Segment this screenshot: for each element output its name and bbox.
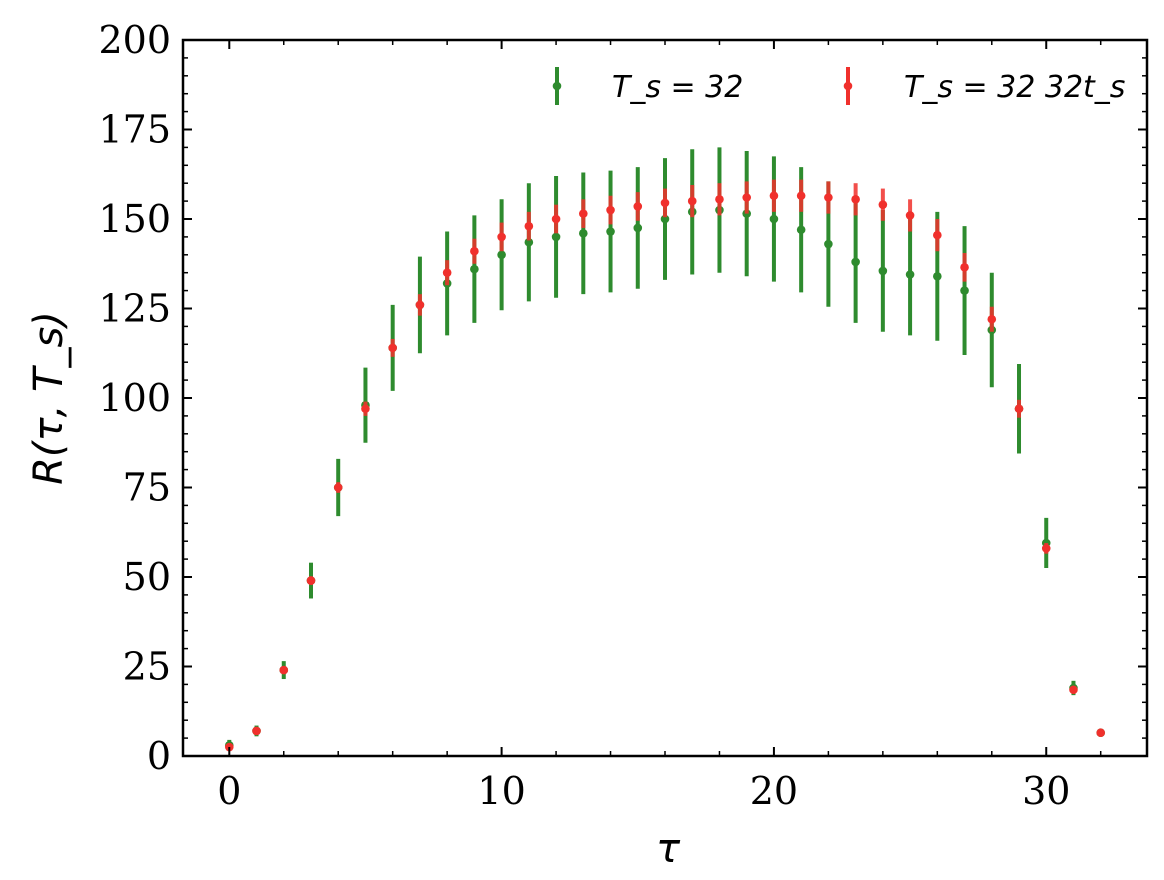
data-point: [551, 232, 561, 242]
x-tick-label: 20: [750, 769, 798, 813]
legend: T_s = 32 T_s = 32 32t_s: [552, 67, 1125, 105]
data-point: [252, 726, 261, 736]
x-tick-label: 30: [1022, 769, 1070, 813]
data-point: [442, 268, 452, 278]
data-point: [579, 229, 588, 238]
x-axis-label: τ: [656, 826, 681, 872]
series-layer: [224, 147, 1106, 752]
data-point: [960, 263, 969, 272]
data-point: [933, 271, 942, 281]
data-point: [933, 230, 942, 240]
y-axis-label: R(τ, T_s): [26, 311, 72, 485]
data-point: [1096, 728, 1106, 738]
data-point: [796, 191, 806, 201]
data-point: [524, 237, 534, 247]
data-point: [660, 214, 670, 224]
data-point: [769, 214, 779, 224]
data-point: [960, 286, 969, 295]
data-point: [606, 227, 615, 236]
y-tick-label: 0: [147, 734, 171, 778]
data-point: [279, 665, 289, 675]
data-point: [905, 211, 915, 220]
y-tick-label: 50: [123, 555, 171, 599]
data-point: [905, 270, 915, 279]
legend-marker: [843, 81, 853, 91]
data-point: [824, 193, 833, 202]
data-point: [551, 214, 561, 224]
data-point: [333, 483, 343, 492]
y-tick-label: 200: [98, 18, 171, 62]
x-tick-label: 0: [217, 769, 241, 813]
y-tick-label: 100: [98, 376, 171, 420]
y-tick-label: 75: [123, 466, 171, 510]
legend-label: T_s = 32: [612, 70, 743, 105]
data-point: [361, 404, 370, 414]
data-point: [470, 264, 479, 274]
data-point: [715, 195, 724, 204]
data-point: [606, 205, 615, 215]
data-point: [1014, 404, 1024, 414]
data-point: [388, 343, 397, 353]
data-point: [1041, 544, 1051, 553]
data-point: [878, 200, 888, 209]
data-point: [660, 198, 670, 208]
data-point: [796, 225, 806, 235]
data-point: [306, 576, 316, 585]
legend-marker: [552, 81, 562, 91]
data-point: [1069, 685, 1078, 695]
data-point: [824, 239, 833, 249]
ticks-layer: [183, 39, 1147, 757]
x-tick-label: 10: [477, 769, 525, 813]
labels-layer: 0 10 20 30 0 25 50 75 100 125 150 175 200: [98, 18, 1070, 813]
data-point: [633, 223, 643, 233]
data-point: [415, 300, 425, 310]
data-point: [742, 193, 751, 202]
y-tick-label: 125: [98, 287, 171, 331]
y-tick-label: 150: [98, 197, 171, 241]
data-point: [470, 246, 479, 256]
y-tick-label: 175: [98, 108, 171, 152]
data-point: [579, 209, 588, 218]
y-tick-label: 25: [123, 645, 171, 689]
data-point: [687, 196, 697, 206]
data-point: [633, 202, 643, 211]
data-point: [987, 314, 997, 324]
data-point: [497, 250, 506, 260]
data-point: [878, 266, 888, 276]
series-1: [224, 179, 1106, 752]
data-point: [524, 221, 534, 231]
series-0: [224, 147, 1106, 751]
data-point: [851, 195, 860, 204]
data-point: [769, 191, 779, 201]
data-point: [497, 232, 506, 242]
plot-frame: [181, 38, 1149, 758]
data-point: [851, 257, 860, 267]
legend-label: T_s = 32 32t_s: [904, 70, 1125, 105]
